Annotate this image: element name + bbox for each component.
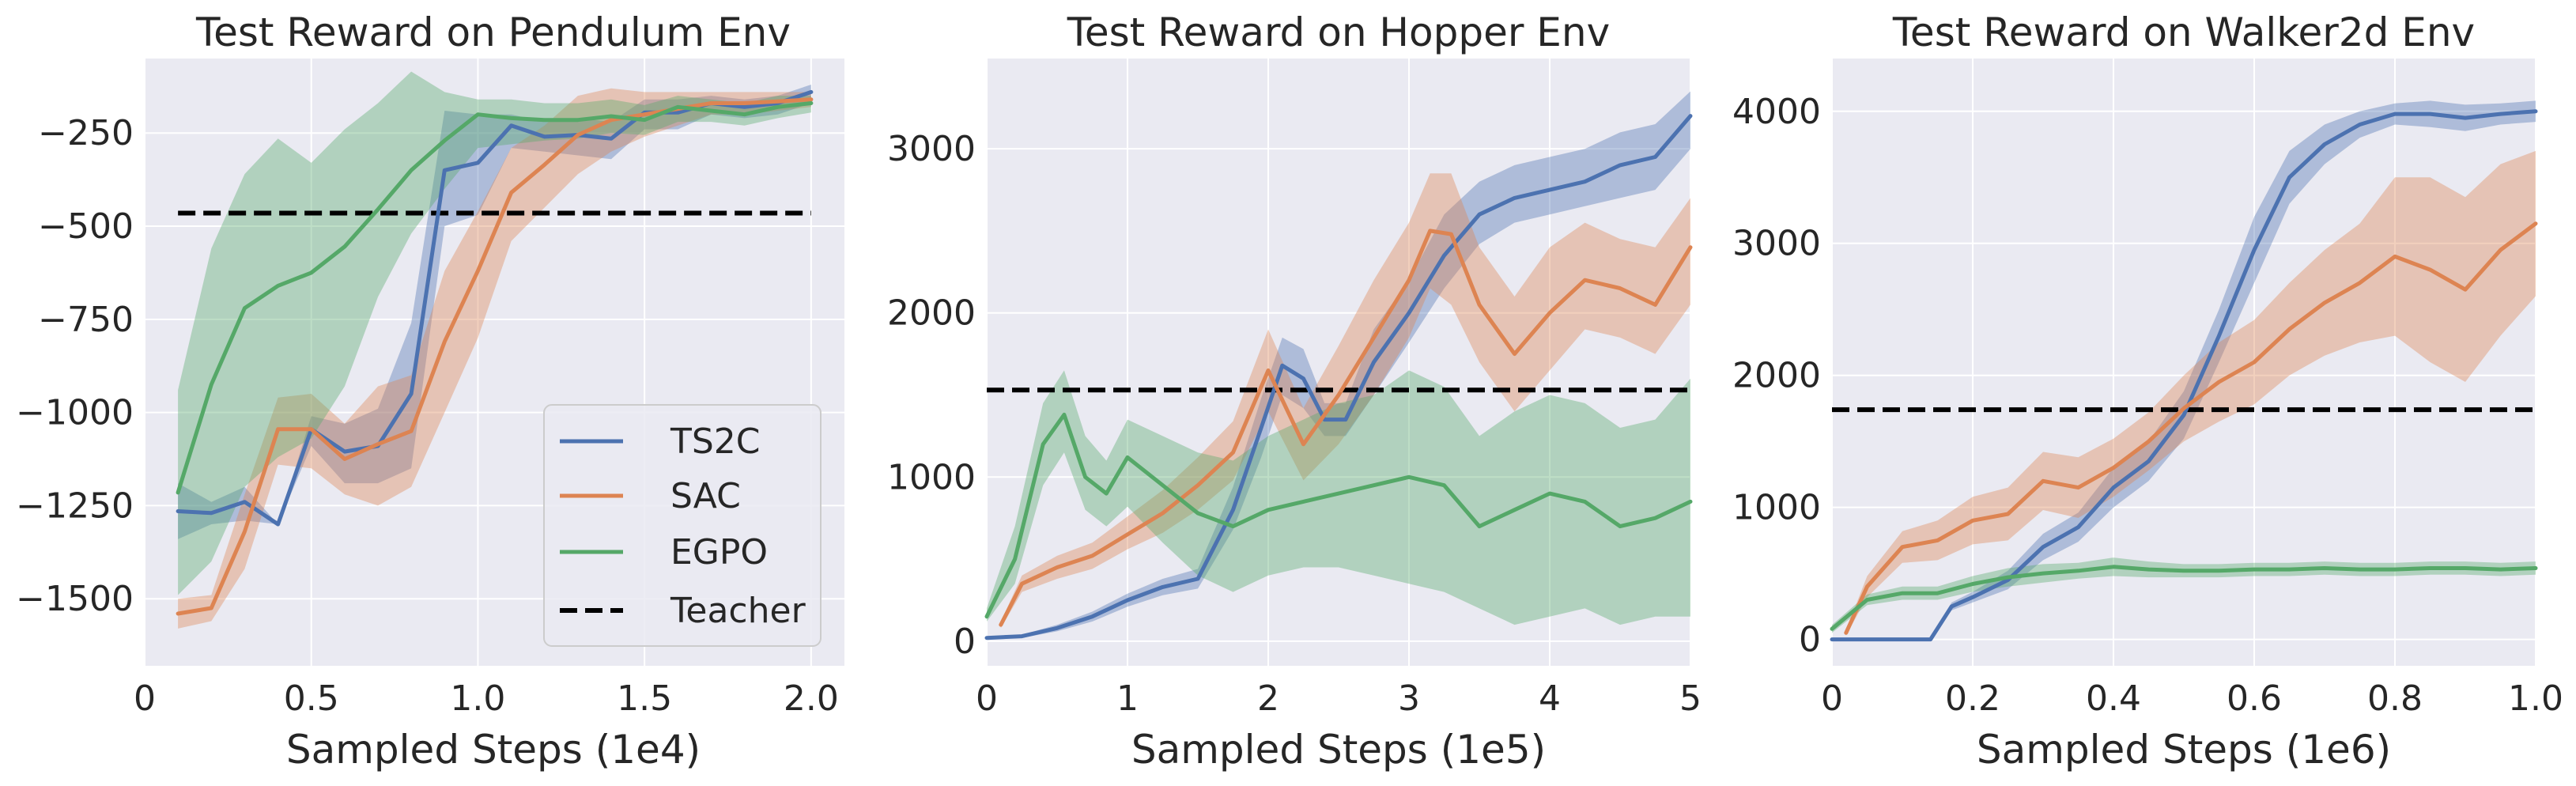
y-ticks: −1500 −1250 −1000 −750 −500 −250 (16, 113, 134, 619)
plot-area (987, 59, 1690, 666)
y-tick-label: −1500 (16, 579, 134, 619)
x-tick-label: 3 (1398, 678, 1420, 719)
y-tick-label: 4000 (1732, 92, 1821, 132)
y-tick-label: 2000 (887, 293, 976, 334)
series-line-ts2c (984, 114, 1693, 641)
x-ticks: 0 0.2 0.4 0.6 0.8 1.0 (1821, 678, 2563, 719)
legend-box (543, 404, 822, 647)
x-tick-label: 0.4 (2086, 678, 2141, 719)
x-tick-label: 0.2 (1945, 678, 2000, 719)
x-tick-label: 0.5 (284, 678, 339, 719)
x-tick-label: 1.0 (450, 678, 505, 719)
x-tick-label: 5 (1679, 678, 1702, 719)
y-tick-label: 1000 (1732, 488, 1821, 528)
series-lines (984, 114, 1693, 641)
x-tick-label: 2.0 (784, 678, 839, 719)
y-tick-label: 2000 (1732, 356, 1821, 396)
grid-lines (986, 59, 1691, 666)
confidence-bands (178, 71, 811, 629)
y-tick-label: −250 (38, 113, 134, 153)
y-tick-label: 0 (1799, 620, 1821, 660)
confidence-bands (987, 91, 1690, 640)
x-tick-label: 2 (1257, 678, 1279, 719)
x-ticks: 0 0.5 1.0 1.5 2.0 (134, 678, 839, 719)
x-tick-label: 1.0 (2508, 678, 2563, 719)
legend-label-sac: SAC (670, 476, 741, 516)
y-tick-label: 1000 (887, 457, 976, 497)
panel-walker2d: Test Reward on Walker2d Env 0 0.2 0.4 0.6 0.… (1732, 9, 2563, 773)
x-ticks: 0 1 2 3 4 5 (976, 678, 1702, 719)
legend-label-ts2c: TS2C (670, 421, 761, 462)
x-tick-label: 0.6 (2227, 678, 2282, 719)
x-tick-label: 4 (1539, 678, 1561, 719)
series-line-egpo (1830, 565, 2538, 631)
x-axis-label: Sampled Steps (1e6) (1977, 727, 2391, 773)
band-egpo (178, 71, 811, 595)
y-ticks: 0 1000 2000 3000 4000 (1732, 92, 1821, 660)
y-tick-label: −500 (38, 206, 134, 247)
series-lines (176, 89, 814, 616)
x-axis-label: Sampled Steps (1e5) (1131, 727, 1546, 773)
legend-label-egpo: EGPO (670, 532, 768, 572)
x-tick-label: 0 (1821, 678, 1843, 719)
x-tick-label: 0 (976, 678, 998, 719)
series-line-sac (1844, 221, 2538, 635)
panel-hopper: Test Reward on Hopper Env 0 1 2 3 4 5 0 1000 20… (887, 9, 1702, 773)
series-line-egpo (984, 412, 1693, 619)
band-egpo (987, 370, 1690, 625)
plot-area (1832, 59, 2536, 666)
band-sac (1000, 173, 1690, 629)
y-ticks: 0 1000 2000 3000 (887, 129, 976, 662)
grid-lines (144, 59, 844, 666)
panel-title: Test Reward on Pendulum Env (195, 9, 791, 55)
y-tick-label: 3000 (887, 129, 976, 169)
series-line-ts2c (1830, 109, 2538, 642)
band-sac (178, 88, 811, 629)
x-axis-label: Sampled Steps (1e4) (286, 727, 701, 773)
y-tick-label: −1250 (16, 486, 134, 526)
y-tick-label: −1000 (16, 393, 134, 433)
panel-title: Test Reward on Walker2d Env (1892, 9, 2475, 55)
x-tick-label: 1 (1116, 678, 1139, 719)
y-tick-label: 0 (954, 622, 976, 662)
series-line-egpo (176, 101, 814, 495)
band-ts2c (987, 91, 1690, 640)
legend-label-teacher: Teacher (670, 591, 806, 631)
series-line-sac (176, 97, 814, 616)
legend: TS2C SAC EGPO Teacher (543, 404, 822, 647)
grid-lines (1831, 59, 2536, 666)
panel-title: Test Reward on Hopper Env (1067, 9, 1610, 55)
x-tick-label: 0.8 (2367, 678, 2423, 719)
x-tick-label: 0 (134, 678, 156, 719)
band-ts2c (178, 85, 811, 539)
panel-pendulum: Test Reward on Pendulum Env 0 0.5 1.0 1.5 2.… (16, 9, 844, 773)
y-tick-label: −750 (38, 300, 134, 340)
band-sac (1845, 150, 2536, 636)
series-line-sac (999, 229, 1693, 627)
y-tick-label: 3000 (1732, 224, 1821, 264)
series-lines (1830, 109, 2538, 642)
x-tick-label: 1.5 (617, 678, 672, 719)
